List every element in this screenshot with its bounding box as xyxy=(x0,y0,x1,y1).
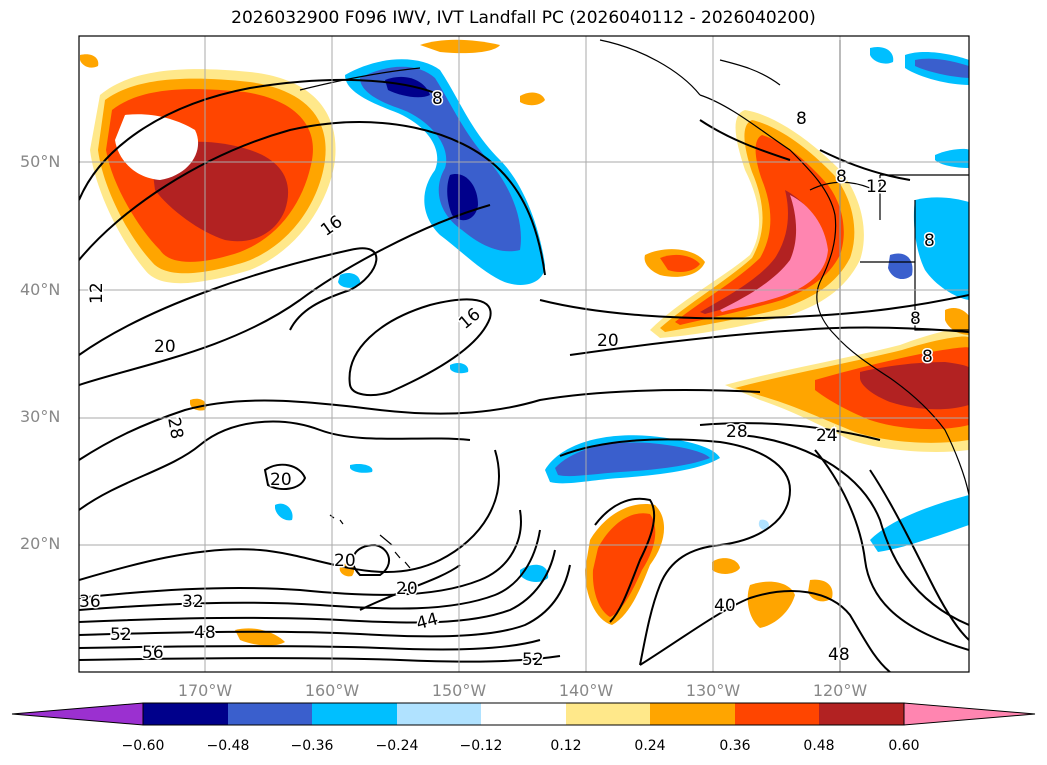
colorbar-tick: −0.36 xyxy=(290,738,334,754)
contour-label: 48 xyxy=(194,623,216,643)
colorbar-swatch-8 xyxy=(735,703,819,725)
contour-label: 32 xyxy=(182,592,204,612)
lon-label: 170°W xyxy=(177,681,233,700)
colorbar-swatch-9 xyxy=(819,703,904,725)
colorbar-swatch-1 xyxy=(143,703,228,725)
contour-label: 8 xyxy=(910,309,921,329)
colorbar-tick: 0.60 xyxy=(888,738,920,754)
lon-label: 130°W xyxy=(685,681,741,700)
lon-label: 140°W xyxy=(558,681,614,700)
contour-label: 28 xyxy=(163,416,186,441)
contour-label: 20 xyxy=(334,551,356,571)
colorbar-frame xyxy=(142,702,905,726)
plot-frame xyxy=(78,35,970,673)
contour-label: 52 xyxy=(110,625,132,645)
lat-label: 20°N xyxy=(20,534,61,553)
contour-label: 20 xyxy=(270,470,292,490)
colorbar-swatch-6 xyxy=(566,703,650,725)
colorbar-swatch-5 xyxy=(481,703,566,725)
colorbar xyxy=(11,702,1036,726)
colorbar-tick: −0.24 xyxy=(375,738,419,754)
contour-label: 20 xyxy=(597,331,619,351)
colorbar-swatch-4 xyxy=(397,703,481,725)
lon-label: 120°W xyxy=(812,681,868,700)
colorbar-tick: −0.12 xyxy=(459,738,503,754)
contour-label: 20 xyxy=(154,337,176,357)
colorbar-swatch-7 xyxy=(650,703,735,725)
contour-label: 12 xyxy=(866,177,888,197)
colorbar-tick: −0.48 xyxy=(206,738,250,754)
contour-label: 36 xyxy=(79,592,101,612)
lon-label: 160°W xyxy=(304,681,360,700)
contour-label: 28 xyxy=(726,422,748,442)
contour-label: 56 xyxy=(142,643,164,663)
contour-label: 20 xyxy=(396,579,418,599)
map-title: 2026032900 F096 IWV, IVT Landfall PC (20… xyxy=(231,8,816,28)
contour-label: 24 xyxy=(816,426,838,446)
contour-label: 8 xyxy=(432,89,443,109)
contour-label: 48 xyxy=(828,645,850,665)
contour-label: 8 xyxy=(924,231,935,251)
colorbar-tick: 0.24 xyxy=(634,738,666,754)
contour-label: 12 xyxy=(87,282,107,304)
lat-label: 30°N xyxy=(20,407,61,426)
colorbar-tick: 0.12 xyxy=(550,738,582,754)
contour-label: 52 xyxy=(522,650,544,670)
contour-label: 8 xyxy=(836,167,847,187)
contour-label: 8 xyxy=(796,109,807,129)
contour-label: 8 xyxy=(922,347,933,367)
colorbar-swatch-2 xyxy=(228,703,312,725)
contour-label: 40 xyxy=(714,596,736,616)
colorbar-swatch-0 xyxy=(11,702,144,726)
colorbar-swatch-10 xyxy=(903,702,1036,726)
lat-label: 40°N xyxy=(20,280,61,299)
colorbar-tick: −0.60 xyxy=(121,738,165,754)
lat-label: 50°N xyxy=(20,152,61,171)
gridlines xyxy=(79,36,969,672)
colorbar-tick: 0.48 xyxy=(803,738,835,754)
colorbar-tick: 0.36 xyxy=(719,738,751,754)
lon-label: 150°W xyxy=(431,681,487,700)
colorbar-swatch-3 xyxy=(312,703,397,725)
